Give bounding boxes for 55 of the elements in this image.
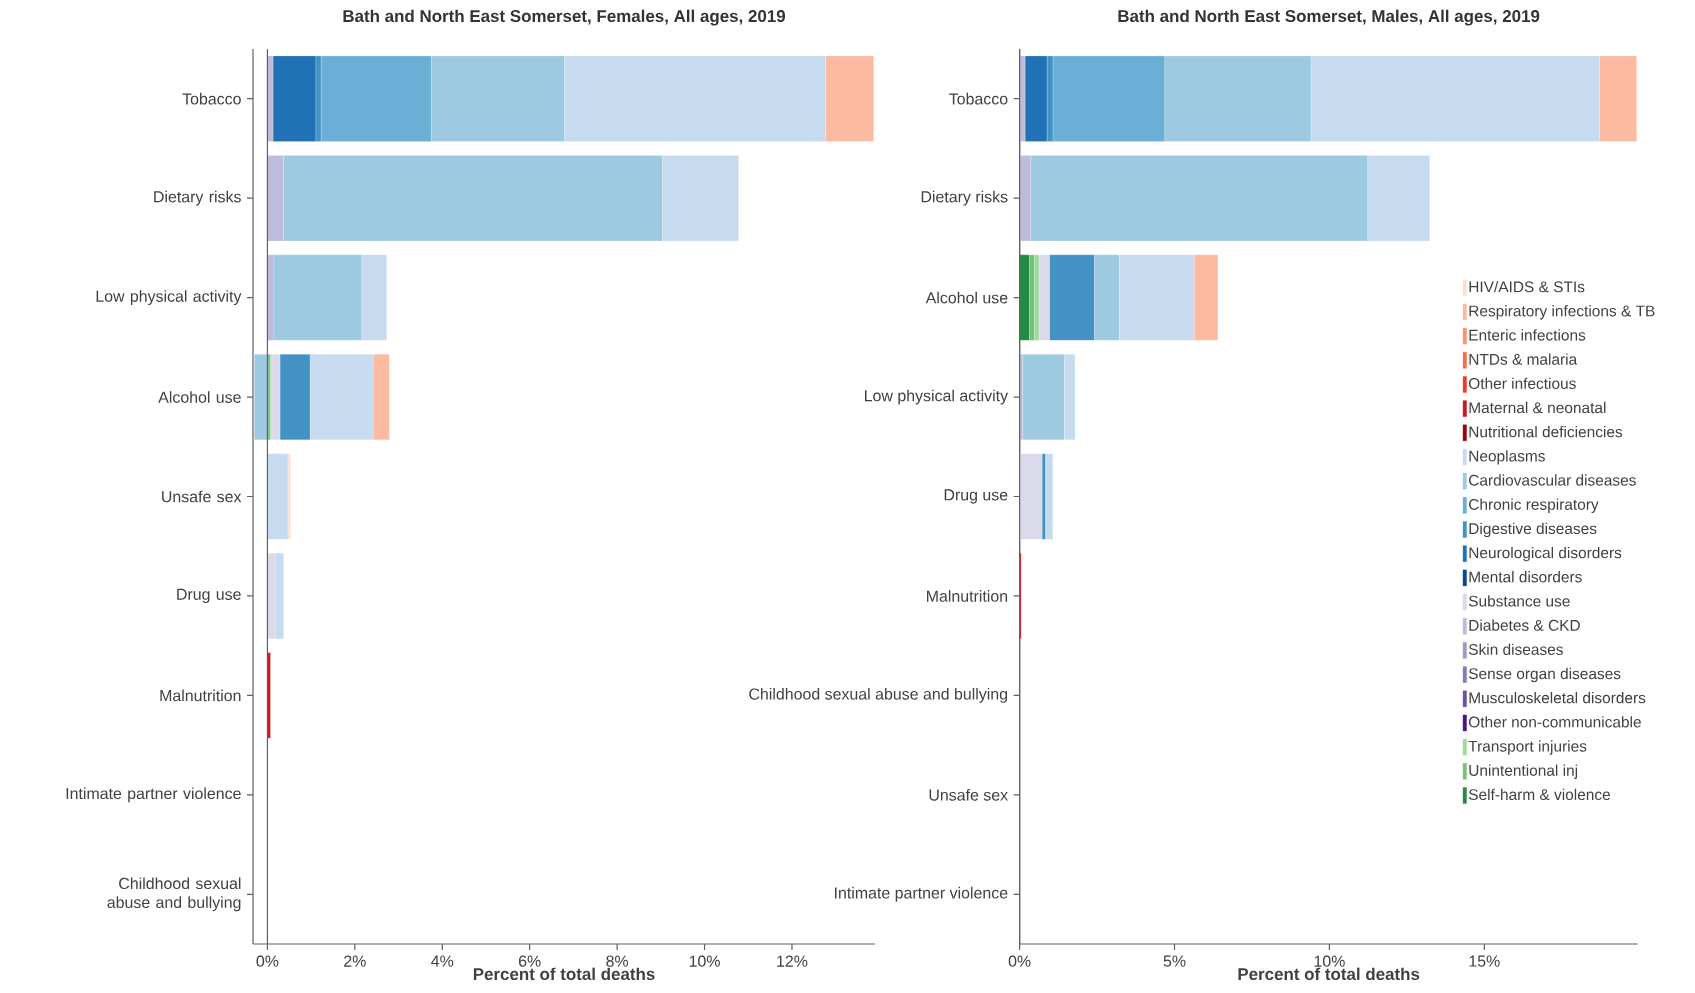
x-tick-label: 2%: [344, 955, 366, 967]
legend-label: Other non-communicable: [1468, 716, 1641, 728]
y-tick-label: Tobacco: [182, 92, 241, 105]
y-tick-label: Dietary risks: [154, 190, 241, 206]
legend-label: Neoplasms: [1469, 450, 1545, 465]
legend-label: HIV/AIDS & STIs: [1469, 280, 1585, 293]
legend-label: Nutritional deficiencies: [1469, 426, 1623, 438]
y-tick-label: Childhood sexual abuse and bullying: [749, 687, 1008, 703]
legend-label: Transport injuries: [1468, 740, 1587, 755]
y-tick-label: Drug use: [944, 489, 1008, 504]
legend-label: Musculoskeletal disorders: [1469, 692, 1646, 704]
y-tick-label: Alcohol use: [158, 391, 241, 403]
y-tick-label: Malnutrition: [927, 590, 1008, 602]
x-axis-title: Percent of total deaths: [1238, 967, 1420, 981]
y-tick-label: Intimate partner violence: [66, 787, 241, 803]
legend-label: NTDs & malaria: [1469, 353, 1578, 365]
legend-label: Other infectious: [1468, 377, 1576, 389]
legend-label: Neurological disorders: [1469, 546, 1622, 562]
x-tick-label: 12%: [777, 955, 808, 967]
y-tick-label: Unsafe sex: [162, 490, 242, 503]
x-tick-label: 10%: [1314, 955, 1345, 967]
x-tick-label: 10%: [689, 955, 720, 967]
y-tick-label: Intimate partner violence: [835, 886, 1008, 902]
x-tick-label: 5%: [1163, 955, 1186, 967]
y-tick-label: Alcohol use: [925, 291, 1008, 304]
x-tick-label: 6%: [518, 955, 541, 967]
legend-label: Cardiovascular diseases: [1469, 474, 1636, 486]
y-tick-label: Low physical activity: [96, 290, 242, 306]
y-tick-label: Drug use: [177, 588, 241, 604]
chart-title: Bath and North East Somerset, Females, All ages, 2019: [343, 9, 786, 26]
y-tick-label: Malnutrition: [160, 689, 241, 702]
legend-label: Digestive diseases: [1469, 522, 1597, 538]
legend-label: Enteric infections: [1469, 329, 1586, 341]
x-tick-label: 8%: [606, 955, 629, 967]
legend-label: Chronic respiratory: [1469, 498, 1599, 513]
x-tick-label: 15%: [1469, 955, 1500, 967]
legend-label: Maternal & neonatal: [1469, 401, 1606, 414]
x-tick-label: 0%: [1008, 955, 1031, 967]
legend-label: Unintentional inj: [1469, 764, 1578, 779]
x-tick-label: 4%: [431, 955, 454, 967]
legend-label: Sense organ diseases: [1468, 667, 1621, 683]
x-tick-label: 0%: [256, 955, 279, 967]
y-tick-label: Childhood sexual abuse and bullying: [107, 877, 241, 912]
legend-label: Self-harm & violence: [1468, 788, 1610, 801]
y-tick-label: Unsafe sex: [929, 789, 1008, 801]
legend-label: Substance use: [1468, 595, 1570, 607]
x-axis-title: Percent of total deaths: [473, 967, 655, 981]
y-tick-label: Dietary risks: [921, 190, 1008, 206]
legend-label: Mental disorders: [1469, 571, 1582, 583]
chart-title: Bath and North East Somerset, Males, All ages, 2019: [1118, 9, 1540, 26]
legend-label: Diabetes & CKD: [1469, 619, 1580, 631]
legend-label: Skin diseases: [1468, 643, 1563, 655]
y-tick-label: Low physical activity: [865, 389, 1009, 405]
legend-label: Respiratory infections & TB: [1469, 305, 1655, 320]
y-tick-label: Tobacco: [949, 92, 1008, 105]
